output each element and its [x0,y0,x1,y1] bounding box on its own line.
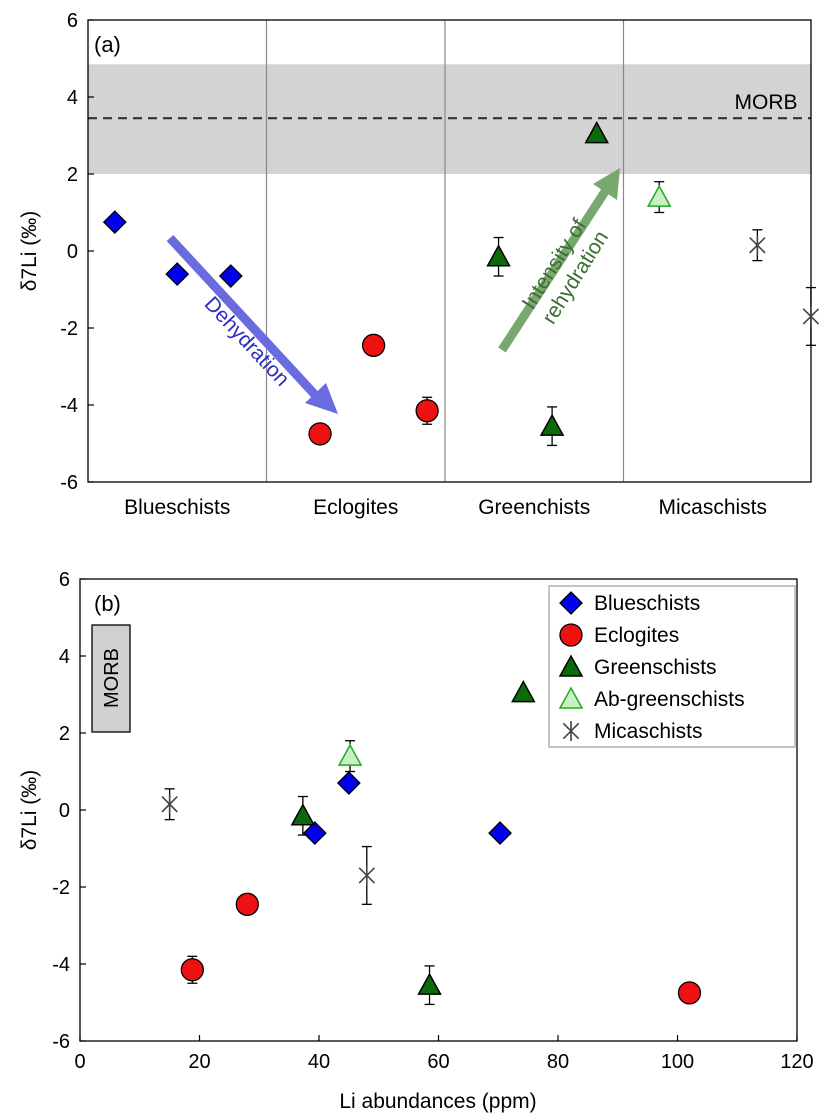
y-tick-label: -2 [60,318,78,340]
greenschists-marker [290,803,316,826]
greenschists-marker [486,244,511,267]
legend-label: Eclogites [594,624,679,647]
y-tick-label: -6 [60,472,78,494]
y-tick-label: -6 [52,1031,70,1053]
x-tick-label: 120 [780,1051,813,1073]
micaschists-marker [358,865,376,886]
eclogites-marker [559,623,583,647]
ab-greenschists-marker [337,743,363,766]
greenschists-marker [584,121,609,144]
micaschists-marker [161,794,178,815]
x-tick-label: 100 [661,1051,694,1073]
x-tick-label: 60 [427,1051,449,1073]
morb-box: MORB [91,624,131,733]
x-tick-label: 80 [547,1051,569,1073]
legend-item: Greenschists [558,654,717,679]
y-tick-label: 4 [59,646,70,668]
eclogites-marker [361,333,386,357]
eclogites-marker [235,892,259,916]
rehydration-arrowhead [593,168,620,200]
x-axis-ticks: 0 20 40 60 80 100 120 [74,1035,814,1073]
morb-box-rect [91,624,131,733]
eclogites-marker [308,422,332,446]
micaschists-marker [802,306,820,327]
category-label: Micaschists [658,496,767,519]
legend-label: Blueschists [594,592,700,615]
greenschists-marker [511,680,536,703]
dehydration-arrowhead [305,383,338,414]
eclogites-marker [180,958,204,982]
dehydration-label: Dehydration [200,292,294,391]
y-axis-ticks: -6 -4 -2 0 2 4 6 [60,10,94,494]
micaschists-marker [749,235,766,256]
category-label: Blueschists [124,496,230,519]
y-axis-label: δ7Li (‰) [18,770,41,851]
y-tick-label: 0 [59,800,70,822]
panel-label: (a) [94,32,121,57]
y-axis-label: δ7Li (‰) [18,211,41,292]
greenschists-marker [539,413,565,436]
rehydration-arrow [498,168,620,353]
y-tick-label: 0 [67,241,78,263]
rehydration-arrow-shaft [498,187,610,353]
panel-b: (b) MORB -6 -4 -2 0 2 4 6 0 20 40 60 80 100 120 δ7Li… [18,569,814,1113]
dehydration-arrow-shaft [166,234,322,402]
greenschists-marker [558,654,584,677]
blueschists-marker [488,821,512,846]
y-tick-label: 4 [67,87,78,109]
blueschists-marker [559,591,583,615]
x-axis-categories: Blueschists Eclogites Greenchists Micaschis… [124,496,767,519]
legend-label: Ab-greenschists [594,688,745,711]
legend-item: Ab-greenschists [558,686,745,711]
blueschists-marker [218,264,243,288]
x-axis-label: Li abundances (ppm) [339,1090,536,1113]
y-tick-label: 2 [67,164,78,186]
legend-item: Micaschists [562,720,703,743]
greenschists-marker [417,972,442,995]
eclogites-marker [415,399,439,423]
category-label: Greenchists [478,496,590,519]
legend-items: Blueschists Eclogites Greenschists Ab-green… [558,591,745,743]
dehydration-arrow [166,234,338,414]
legend-item: Eclogites [559,623,679,647]
legend-label: Greenschists [594,656,717,679]
blueschists-marker [302,821,327,846]
y-tick-label: -4 [60,395,78,417]
data-points [102,121,820,447]
panel-label: (b) [94,591,121,616]
panel-a: MORB (a) -6 -4 -2 0 2 4 6 δ7Li (‰) Blueschists… [18,10,820,519]
category-dividers [265,20,625,482]
ab-greenschists-marker [558,686,584,709]
y-tick-label: 2 [59,723,70,745]
morb-box-label: MORB [101,648,123,708]
blueschists-marker [165,262,190,287]
category-label: Eclogites [313,496,398,519]
y-tick-label: -2 [52,877,70,899]
x-tick-label: 40 [308,1051,330,1073]
legend-item: Blueschists [559,591,700,615]
eclogites-marker [677,981,702,1005]
micaschists-marker [562,721,580,741]
blueschists-marker [102,210,127,235]
data-points [161,680,702,1006]
legend-label: Micaschists [594,720,703,743]
ab-greenschists-marker [646,184,672,207]
x-tick-label: 20 [188,1051,210,1073]
x-tick-label: 0 [74,1051,85,1073]
morb-label: MORB [735,91,798,114]
y-tick-label: -4 [52,954,70,976]
y-tick-label: 6 [59,569,70,591]
y-axis-ticks: -6 -4 -2 0 2 4 6 [52,569,86,1053]
y-tick-label: 6 [67,10,78,32]
legend: Blueschists Eclogites Greenschists Ab-green… [548,585,796,748]
blueschists-marker [336,771,361,795]
legend-box [548,585,796,748]
